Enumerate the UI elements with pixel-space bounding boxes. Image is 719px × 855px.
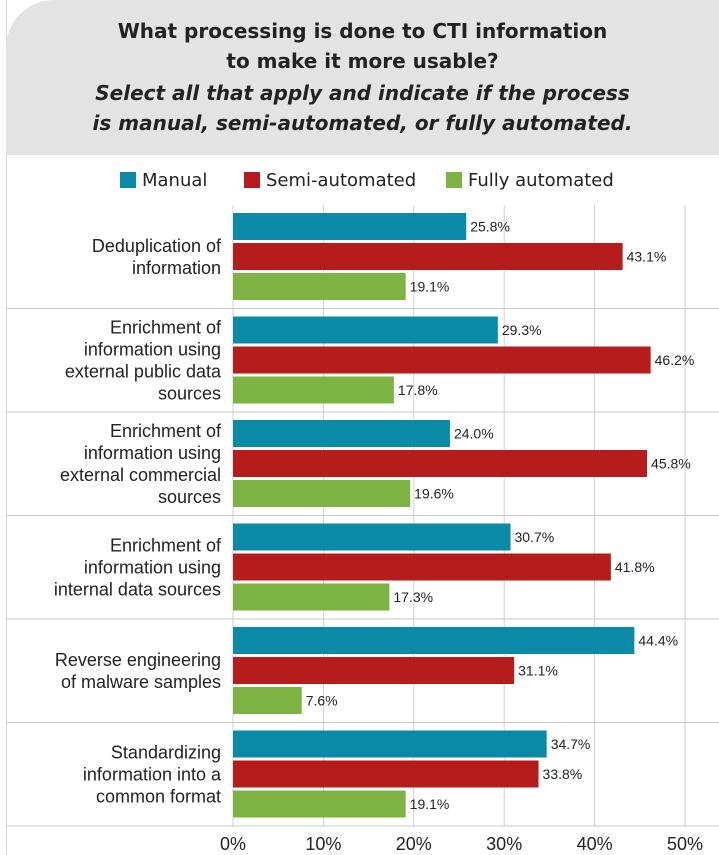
bar-semi-automated <box>233 346 651 374</box>
bar-manual <box>233 523 511 551</box>
data-label-manual: 34.7% <box>551 736 591 752</box>
legend-item-semi-automated: Semi-automated <box>244 168 416 192</box>
category-label: Deduplication of information <box>92 236 222 278</box>
data-label-fully-automated: 19.1% <box>410 796 450 812</box>
legend-label-semi-automated: Semi-automated <box>266 169 417 191</box>
bar-fully-automated <box>233 376 394 404</box>
data-label-semi-automated: 33.8% <box>543 766 583 782</box>
bar-fully-automated <box>233 687 302 714</box>
data-label-manual: 25.8% <box>470 219 510 235</box>
bar-semi-automated <box>233 450 648 477</box>
category-label: Enrichment of information using external p… <box>65 317 222 403</box>
data-label-manual: 24.0% <box>454 426 494 442</box>
bar-manual <box>233 420 450 447</box>
data-label-fully-automated: 19.1% <box>410 279 450 295</box>
data-label-fully-automated: 7.6% <box>306 693 338 709</box>
legend-label-fully-automated: Fully automated <box>468 169 614 191</box>
bar-manual <box>233 730 547 758</box>
x-tick-label: 30% <box>486 834 522 854</box>
x-tick-label: 50% <box>667 834 703 854</box>
x-tick-label: 0% <box>220 834 246 854</box>
data-label-semi-automated: 43.1% <box>627 249 667 265</box>
x-tick-label: 10% <box>305 834 341 854</box>
data-label-fully-automated: 17.8% <box>398 382 438 398</box>
x-tick-label: 20% <box>396 834 432 854</box>
bar-manual <box>233 213 467 240</box>
data-label-fully-automated: 17.3% <box>393 589 433 605</box>
bar-semi-automated <box>233 760 539 788</box>
data-label-manual: 30.7% <box>515 529 555 545</box>
chart-header <box>6 0 719 155</box>
legend-item-manual: Manual <box>120 168 207 192</box>
bar-semi-automated <box>233 657 515 684</box>
bar-manual <box>233 627 635 654</box>
legend-swatch-fully-automated <box>446 172 462 188</box>
chart-title: What processing is done to CTI informati… <box>117 19 608 73</box>
bar-fully-automated <box>233 583 390 611</box>
bar-semi-automated <box>233 243 623 270</box>
legend-item-fully-automated: Fully automated <box>446 168 614 192</box>
category-label: Reverse engineering of malware samples <box>55 650 221 692</box>
category-label: Enrichment of information using external c… <box>60 421 222 507</box>
legend-label-manual: Manual <box>142 169 208 191</box>
data-label-semi-automated: 45.8% <box>651 456 691 472</box>
bar-fully-automated <box>233 790 406 818</box>
bar-fully-automated <box>233 273 406 300</box>
data-label-semi-automated: 46.2% <box>655 352 695 368</box>
x-tick-label: 40% <box>577 834 613 854</box>
legend-swatch-semi-automated <box>244 172 260 188</box>
data-label-manual: 29.3% <box>502 322 542 338</box>
data-label-semi-automated: 41.8% <box>615 559 655 575</box>
chart-subtitle: Select all that apply and indicate if th… <box>92 81 633 135</box>
category-label: Standardizing information into a common fo… <box>83 742 222 806</box>
category-label: Enrichment of information using internal d… <box>54 535 222 599</box>
bar-fully-automated <box>233 480 411 507</box>
data-label-fully-automated: 19.6% <box>414 486 454 502</box>
bar-manual <box>233 316 498 344</box>
bar-semi-automated <box>233 553 611 581</box>
data-label-manual: 44.4% <box>638 633 678 649</box>
chart-legend: Manual Semi-automated Fully automated <box>0 168 719 192</box>
legend-swatch-manual <box>120 172 136 188</box>
data-label-semi-automated: 31.1% <box>518 663 558 679</box>
